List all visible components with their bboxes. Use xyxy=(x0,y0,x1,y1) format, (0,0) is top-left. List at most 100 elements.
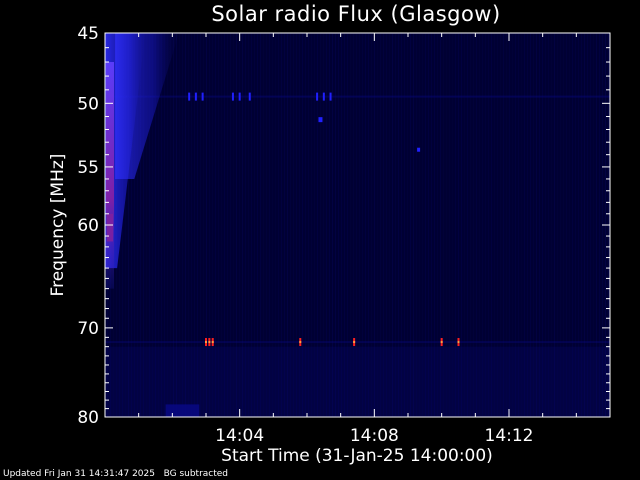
noise-streak xyxy=(596,33,597,417)
noise-streak xyxy=(206,33,207,417)
burst-spike xyxy=(238,92,241,101)
noise-streak xyxy=(161,33,162,417)
noise-streak xyxy=(191,33,192,417)
noise-streak xyxy=(386,33,387,417)
noise-streak xyxy=(347,33,348,417)
x-tick-label: 14:04 xyxy=(215,426,264,446)
noise-streak xyxy=(566,33,567,417)
burst-spike-peak xyxy=(353,341,356,344)
noise-streak xyxy=(341,33,342,417)
noise-streak xyxy=(383,33,384,417)
noise-streak xyxy=(353,33,354,417)
noise-streak xyxy=(380,33,381,417)
noise-streak xyxy=(413,33,414,417)
burst-spike-peak xyxy=(299,341,302,344)
noise-streak xyxy=(365,33,366,417)
noise-streak xyxy=(254,33,255,417)
noise-streak xyxy=(146,33,147,417)
y-tick-label: 45 xyxy=(77,24,99,44)
spike-layer xyxy=(188,92,460,347)
noise-streak xyxy=(416,33,417,417)
burst-core-hot xyxy=(107,213,113,242)
noise-streak xyxy=(389,33,390,417)
noise-streak xyxy=(167,33,168,417)
y-axis: 45 50 55 60 70 80 xyxy=(77,24,610,428)
burst-spike-peak xyxy=(440,341,443,344)
noise-streak xyxy=(515,33,516,417)
noise-streak xyxy=(218,33,219,417)
burst-spike xyxy=(201,92,204,101)
noise-streak xyxy=(278,33,279,417)
noise-streak xyxy=(377,33,378,417)
noise-streak xyxy=(317,33,318,417)
noise-streak xyxy=(542,33,543,417)
noise-streak xyxy=(569,33,570,417)
noise-streak xyxy=(557,33,558,417)
noise-streak xyxy=(350,33,351,417)
noise-streak xyxy=(248,33,249,417)
noise-streak xyxy=(257,33,258,417)
noise-streak xyxy=(482,33,483,417)
noise-streak xyxy=(134,33,135,417)
noise-streak xyxy=(344,33,345,417)
noise-streak xyxy=(215,33,216,417)
noise-streak xyxy=(299,33,300,417)
noise-streak xyxy=(251,33,252,417)
noise-streak xyxy=(143,33,144,417)
noise-streak xyxy=(155,33,156,417)
noise-streak xyxy=(269,33,270,417)
noise-streak xyxy=(209,33,210,417)
noise-streak xyxy=(506,33,507,417)
noise-streak xyxy=(398,33,399,417)
noise-streak xyxy=(359,33,360,417)
noise-streak xyxy=(575,33,576,417)
noise-streak xyxy=(431,33,432,417)
noise-streak xyxy=(182,33,183,417)
noise-streak xyxy=(272,33,273,417)
noise-streak xyxy=(236,33,237,417)
noise-streak xyxy=(266,33,267,417)
burst-spike xyxy=(188,92,191,101)
noise-streak xyxy=(497,33,498,417)
noise-streak xyxy=(419,33,420,417)
noise-streak xyxy=(305,33,306,417)
noise-streak xyxy=(434,33,435,417)
burst-spike xyxy=(231,92,234,101)
noise-streak xyxy=(260,33,261,417)
noise-streak xyxy=(227,33,228,417)
noise-streak xyxy=(554,33,555,417)
noise-streak xyxy=(173,33,174,417)
noise-streak xyxy=(170,33,171,417)
burst-region xyxy=(115,33,180,179)
noise-streak xyxy=(512,33,513,417)
noise-streak xyxy=(527,33,528,417)
footer: Updated Fri Jan 31 14:31:47 2025 BG subt… xyxy=(3,469,228,479)
noise-streak xyxy=(140,33,141,417)
burst-core xyxy=(106,62,114,289)
noise-streak xyxy=(509,33,510,417)
band-line xyxy=(105,341,610,344)
y-axis-label: Frequency [MHz] xyxy=(48,154,68,297)
noise-streak xyxy=(263,33,264,417)
noise-streak xyxy=(332,33,333,417)
x-axis-label: Start Time (31-Jan-25 14:00:00) xyxy=(221,446,493,466)
noise-streak xyxy=(560,33,561,417)
noise-streak xyxy=(494,33,495,417)
noise-streak xyxy=(449,33,450,417)
noise-streak xyxy=(407,33,408,417)
noise-streak xyxy=(284,33,285,417)
noise-streak xyxy=(488,33,489,417)
noise-streak xyxy=(368,33,369,417)
noise-streak xyxy=(338,33,339,417)
noise-streak xyxy=(164,33,165,417)
burst-spike xyxy=(194,92,197,101)
noise-streak xyxy=(233,33,234,417)
noise-streak xyxy=(425,33,426,417)
noise-streak xyxy=(323,33,324,417)
footer-bg-note: BG subtracted xyxy=(163,469,229,479)
noise-streak xyxy=(245,33,246,417)
x-tick-label: 14:08 xyxy=(350,426,399,446)
burst-spike xyxy=(322,92,325,101)
noise-streak xyxy=(587,33,588,417)
y-tick-label: 55 xyxy=(77,158,99,178)
